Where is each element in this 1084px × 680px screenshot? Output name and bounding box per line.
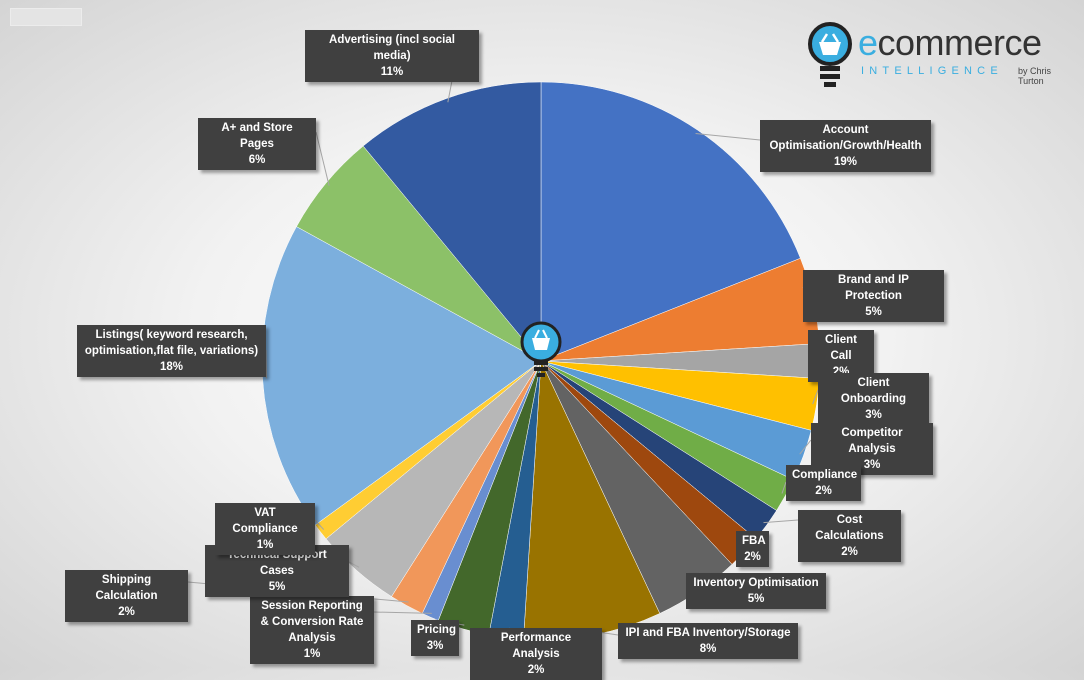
data-label-value: 2% (527, 664, 545, 676)
data-label: Client Onboarding 3% (818, 373, 929, 425)
data-label-value: 6% (248, 154, 266, 166)
data-label-category: VAT Compliance (232, 507, 298, 535)
data-label: A+ and Store Pages 6% (198, 118, 316, 170)
data-label: Advertising (incl social media) 11% (305, 30, 479, 82)
leader-line (695, 133, 761, 141)
data-label-value: 5% (268, 581, 286, 593)
data-label-category: Client Call (825, 334, 857, 362)
data-label-value: 5% (747, 593, 765, 605)
data-label-value: 2% (744, 551, 761, 563)
ecommerce-intelligence-logo: ecommerce INTELLIGENCE by Chris Turton (806, 20, 1076, 95)
data-label: Brand and IP Protection 5% (803, 270, 944, 322)
data-label-value: 1% (303, 648, 321, 660)
data-label-category: Inventory Optimisation (693, 577, 819, 589)
data-label-value: 1% (256, 539, 274, 551)
pie-slice (362, 81, 542, 362)
data-label: Pricing 3% (411, 620, 459, 656)
data-label-value: 19% (833, 156, 858, 168)
data-label: Shipping Calculation 2% (65, 570, 188, 622)
leader-line (265, 349, 268, 379)
leader-line (314, 519, 325, 530)
data-label-category: Session Reporting & Conversion Rate Anal… (260, 600, 364, 644)
pie-slice (261, 226, 542, 526)
data-label: Cost Calculations 2% (798, 510, 901, 562)
data-label-value: 18% (159, 361, 184, 373)
data-label-category: Client Onboarding (840, 377, 907, 405)
lightbulb-logo-icon (808, 22, 852, 87)
leader-line (799, 439, 812, 455)
data-label-category: Account Optimisation/Growth/Health (769, 124, 922, 152)
data-label-value: 11% (380, 66, 404, 78)
data-label-category: IPI and FBA Inventory/Storage (625, 627, 791, 639)
data-label: Compliance 2% (786, 465, 861, 501)
data-label: Listings( keyword research, optimisation… (77, 325, 266, 377)
logo-byline: by Chris Turton (1018, 66, 1052, 86)
leader-line (348, 561, 360, 568)
leader-line (763, 519, 799, 524)
data-label-category: Brand and IP Protection (838, 274, 909, 302)
data-label-value: 8% (699, 643, 717, 655)
data-label-category: Advertising (incl social media) (329, 34, 455, 62)
data-label-value: 3% (426, 640, 444, 652)
data-label-value: 2% (841, 546, 858, 558)
data-label-category: Performance Analysis (500, 632, 572, 660)
data-label: Performance Analysis 2% (470, 628, 602, 680)
data-label: Account Optimisation/Growth/Health 19% (760, 120, 931, 172)
center-bulb-icon (520, 321, 562, 377)
data-label: VAT Compliance 1% (215, 503, 315, 555)
data-label-value: 3% (865, 409, 882, 421)
logo-tagline: INTELLIGENCE (861, 65, 1003, 77)
data-label: IPI and FBA Inventory/Storage 8% (618, 623, 798, 659)
data-label: FBA 2% (736, 531, 769, 567)
data-label: Inventory Optimisation 5% (686, 573, 826, 609)
data-label-value: 3% (863, 459, 881, 471)
data-label-category: Pricing (417, 624, 456, 636)
data-label-category: Cost Calculations (815, 514, 884, 542)
data-label-category: Competitor Analysis (841, 427, 903, 455)
data-label-value: 2% (118, 606, 135, 618)
data-label-category: A+ and Store Pages (221, 122, 293, 150)
leader-line (812, 389, 819, 405)
data-label-category: FBA (742, 535, 766, 547)
pie-slice (540, 81, 801, 362)
data-label-value: 5% (865, 306, 882, 318)
window-title-placeholder (10, 8, 82, 26)
data-label-category: Listings( keyword research, optimisation… (84, 329, 259, 357)
leader-line (781, 481, 787, 494)
data-label-category: Compliance (792, 469, 858, 481)
logo-wordmark: ecommerce (858, 22, 1042, 63)
data-label-value: 2% (815, 485, 832, 497)
leader-line (373, 611, 432, 614)
data-label: Session Reporting & Conversion Rate Anal… (250, 596, 374, 664)
data-label-category: Shipping Calculation (95, 574, 158, 602)
leader-line (315, 131, 330, 186)
